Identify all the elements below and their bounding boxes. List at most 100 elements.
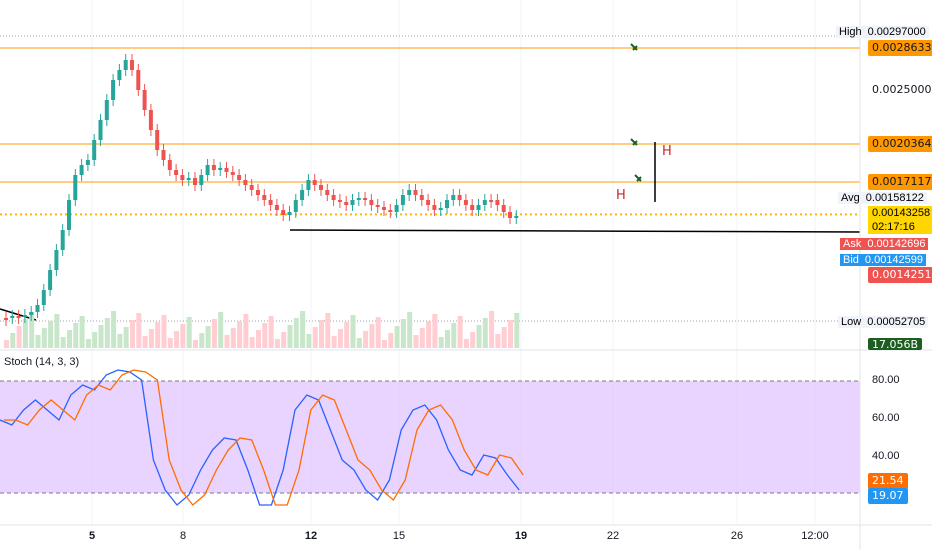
candle-body — [180, 175, 185, 180]
time-tick: 15 — [392, 530, 406, 542]
volume-bar — [501, 327, 507, 348]
candle-body — [331, 195, 336, 200]
volume-bar — [413, 335, 419, 348]
candle-body — [312, 180, 317, 185]
volume-bar — [482, 318, 488, 348]
volume-bar — [375, 317, 381, 348]
level-label-3: 0.00171178 — [868, 174, 932, 190]
volume-bar — [180, 324, 186, 348]
candle-body — [514, 216, 519, 218]
volume-bar — [67, 330, 72, 348]
candle-body — [22, 315, 27, 317]
candle-body — [256, 190, 260, 195]
volume-bar — [344, 322, 350, 348]
volume-bar — [489, 311, 495, 348]
support-trendline — [289, 229, 861, 233]
stoch-d-value: 19.07 — [868, 488, 908, 504]
candle-body — [281, 210, 286, 215]
volume-bar — [274, 339, 280, 348]
volume-bar — [60, 337, 66, 348]
volume-bar — [35, 335, 41, 348]
volume-bar — [73, 323, 79, 348]
horizontal-lines[interactable] — [0, 35, 861, 322]
candle-body — [400, 195, 405, 205]
volume-bar — [369, 324, 375, 348]
candle-body — [193, 178, 197, 185]
candle-body — [470, 205, 475, 210]
volume-bar — [186, 317, 192, 348]
price-tick-250: 0.00250000 — [872, 83, 932, 96]
volume-bar — [382, 340, 387, 348]
candle-body — [274, 205, 279, 210]
volume-bar — [287, 325, 293, 348]
candle-body — [111, 80, 116, 100]
candle-body — [161, 150, 166, 160]
stoch-band — [0, 381, 860, 493]
volume-bar — [243, 314, 249, 348]
pin-icon[interactable] — [630, 43, 638, 51]
candle-body — [148, 110, 153, 130]
candle-body — [136, 70, 141, 90]
candle-body — [419, 195, 424, 200]
volume-bar — [237, 321, 243, 348]
low-tag: Low — [838, 316, 865, 328]
ask-tag: Ask — [840, 238, 865, 250]
bid-value: 0.00142599 — [861, 254, 927, 266]
candle-body — [426, 200, 431, 205]
high-label: High 0.00297000 — [836, 24, 929, 40]
ask-label: Ask 0.00142696 — [840, 236, 929, 252]
ask-value: 0.00142696 — [864, 238, 929, 250]
candle-body — [388, 210, 393, 212]
candle-body — [73, 175, 78, 200]
candle-body — [79, 165, 84, 175]
candle-body — [211, 165, 216, 170]
volume-bar — [111, 311, 117, 348]
candle-body — [16, 316, 21, 318]
candle-body — [350, 200, 355, 205]
volume-bar — [230, 328, 236, 348]
study-title[interactable]: Stoch (14, 3, 3) — [4, 356, 80, 368]
candle-body — [104, 100, 109, 120]
volume-bar — [432, 314, 438, 348]
volume-bar — [514, 313, 520, 348]
stoch-k-line — [0, 369, 520, 506]
volume-bar — [470, 332, 476, 348]
last-price-label: 0.00143258 02:17:16 — [868, 206, 932, 234]
volume-bar — [22, 319, 28, 348]
pin-icon[interactable] — [630, 138, 638, 146]
candle-body — [344, 202, 349, 205]
candle-body — [92, 140, 97, 160]
candle-body — [85, 160, 90, 165]
volume-bar — [262, 323, 268, 348]
candle-body — [369, 200, 374, 205]
volume-bar — [10, 333, 16, 348]
volume-bar — [293, 318, 299, 348]
candle-body — [287, 212, 292, 215]
volume-bar — [16, 326, 22, 348]
volume-bar — [445, 330, 450, 348]
candle-body — [489, 200, 494, 202]
candle-body — [60, 230, 65, 250]
volume-bar — [356, 338, 362, 348]
candle-body — [186, 178, 191, 180]
candle-body — [205, 165, 210, 175]
annotation-h-right[interactable]: H — [662, 144, 672, 159]
candle-body — [130, 60, 134, 70]
volume-bar — [29, 312, 35, 348]
candle-body — [451, 195, 456, 200]
candle-body — [432, 205, 437, 210]
volume-bar — [193, 340, 198, 348]
candle-body — [438, 208, 443, 210]
candle-body — [363, 198, 368, 200]
volume-bar — [174, 331, 180, 348]
volume-bars — [4, 311, 520, 348]
volume-bar — [363, 331, 369, 348]
volume-bar — [199, 333, 205, 348]
volume-bar — [48, 321, 54, 348]
candle-body — [67, 200, 71, 230]
annotation-h-left[interactable]: H — [616, 188, 626, 203]
pin-icon[interactable] — [634, 174, 642, 182]
volume-bar — [167, 338, 173, 348]
volume-bar — [337, 329, 343, 348]
